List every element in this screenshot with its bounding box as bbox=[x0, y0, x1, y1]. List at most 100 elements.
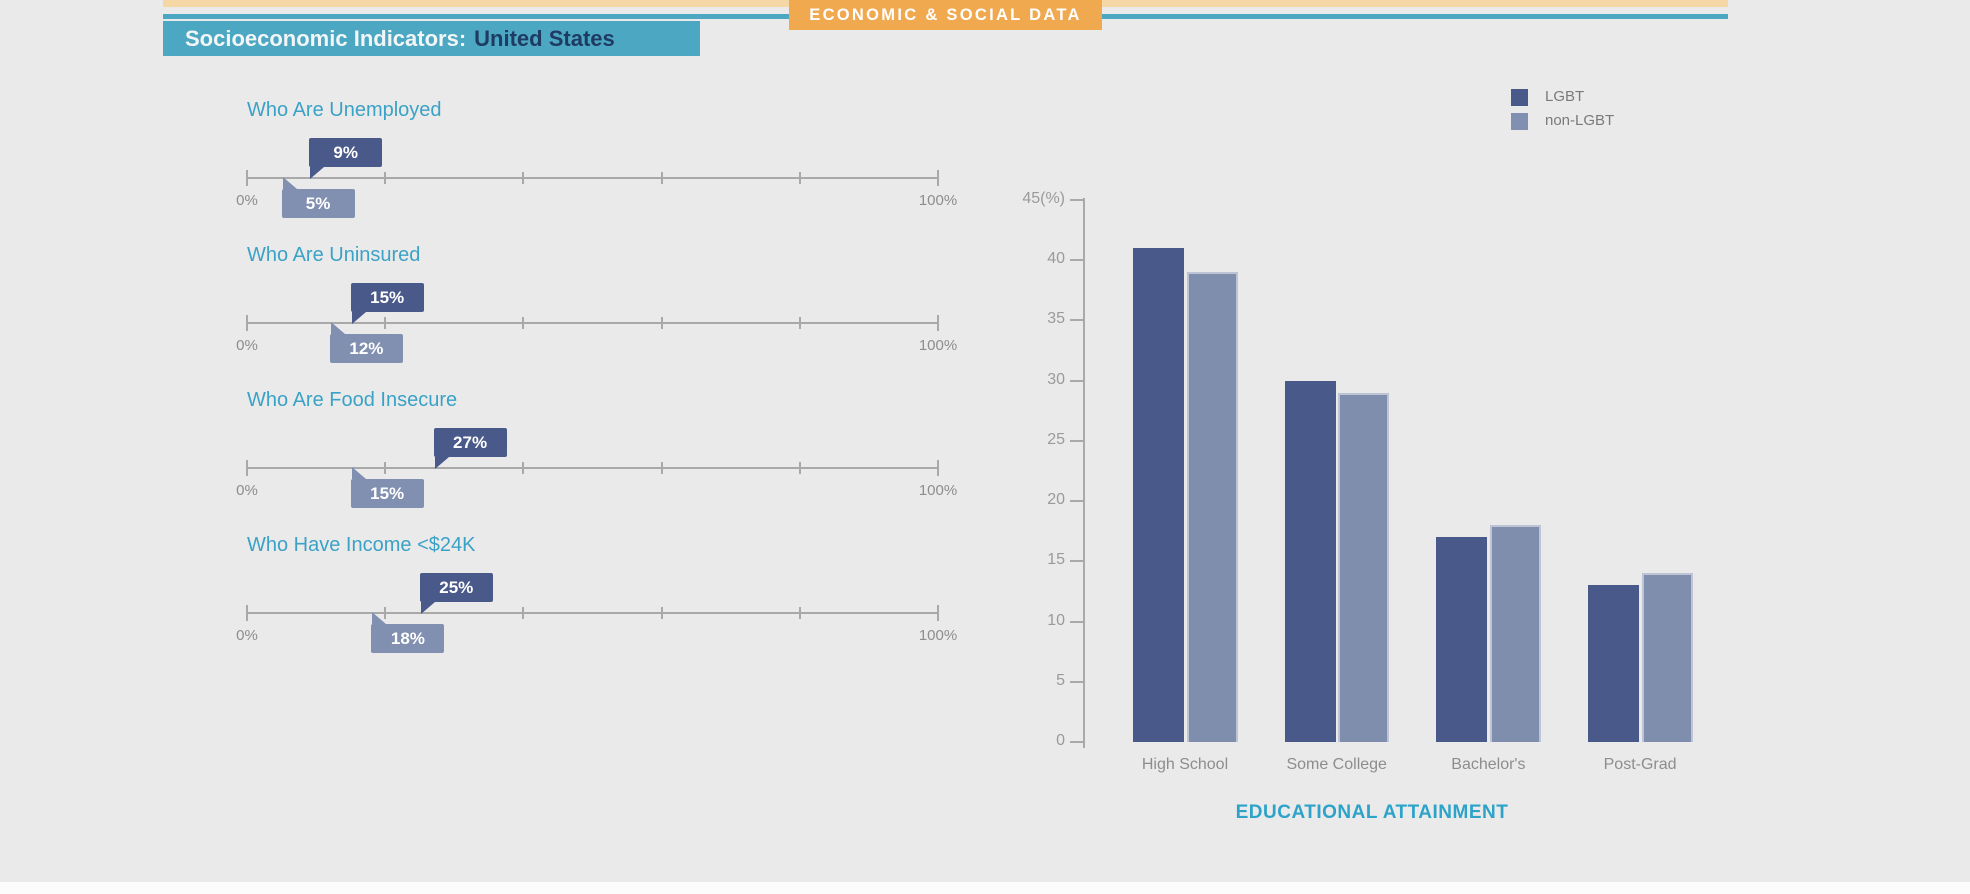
axis-max-label: 100% bbox=[918, 192, 958, 209]
bar-lgbt bbox=[1133, 247, 1184, 742]
slider-axis-tick bbox=[660, 607, 663, 619]
legend-label: non-LGBT bbox=[1545, 112, 1615, 129]
slider-axis-tick bbox=[522, 172, 525, 184]
non-lgbt-bubble-tail bbox=[330, 322, 345, 334]
x-axis-title: EDUCATIONAL ATTAINMENT bbox=[1235, 802, 1509, 823]
teal-divider-right bbox=[1102, 14, 1728, 19]
slider-axis-tick bbox=[660, 462, 663, 474]
axis-min-label: 0% bbox=[236, 192, 258, 209]
slider-axis-tick bbox=[798, 462, 801, 474]
y-axis-tick bbox=[1070, 259, 1083, 261]
slider-axis-tick bbox=[660, 172, 663, 184]
lgbt-bubble-value: 27% bbox=[453, 432, 488, 452]
lgbt-value-bubble[interactable]: 9% bbox=[309, 138, 383, 179]
bar-non-lgbt bbox=[1489, 525, 1541, 742]
slider-axis-tick bbox=[246, 170, 248, 186]
y-axis-tick-label: 35 bbox=[1047, 310, 1065, 328]
category-label: Bachelor's bbox=[1451, 756, 1526, 773]
slider-heading: Who Have Income <$24K bbox=[247, 534, 476, 556]
y-axis-tick-label: 45(%) bbox=[1022, 189, 1065, 207]
slider-axis-line bbox=[246, 322, 939, 324]
y-axis-tick bbox=[1070, 198, 1083, 201]
y-axis-tick-label: 10 bbox=[1047, 611, 1065, 629]
economic-social-data-tab[interactable]: ECONOMIC & SOCIAL DATA bbox=[789, 0, 1102, 30]
slider-heading: Who Are Uninsured bbox=[247, 244, 421, 266]
non-lgbt-bubble-tail bbox=[351, 467, 366, 479]
axis-min-label: 0% bbox=[236, 482, 258, 499]
non-lgbt-bubble-tail bbox=[372, 612, 387, 624]
legend-swatch bbox=[1511, 113, 1528, 130]
lgbt-value-bubble[interactable]: 25% bbox=[419, 573, 493, 614]
tab-label: ECONOMIC & SOCIAL DATA bbox=[809, 5, 1082, 24]
slider-axis-tick bbox=[246, 315, 248, 331]
y-axis-tick bbox=[1070, 680, 1083, 683]
y-axis-tick bbox=[1070, 439, 1083, 442]
lgbt-value-bubble[interactable]: 27% bbox=[433, 428, 507, 469]
y-axis-tick-label: 5 bbox=[1056, 671, 1065, 689]
legend-label: LGBT bbox=[1545, 88, 1585, 105]
y-axis-tick bbox=[1070, 560, 1083, 563]
y-axis-tick bbox=[1070, 500, 1083, 502]
title-region: United States bbox=[474, 25, 615, 51]
slider-axis-line bbox=[246, 467, 939, 469]
y-axis-tick-label: 0 bbox=[1056, 732, 1065, 749]
non-lgbt-bubble-tail bbox=[282, 177, 297, 189]
lgbt-bubble-tail bbox=[434, 457, 449, 469]
axis-min-label: 0% bbox=[236, 337, 258, 354]
category-label: Some College bbox=[1286, 756, 1387, 773]
slider-axis-tick bbox=[522, 317, 525, 329]
axis-max-label: 100% bbox=[918, 337, 958, 354]
slider-axis-line bbox=[246, 177, 939, 179]
slider-axis-tick bbox=[246, 460, 248, 476]
slider-axis-tick bbox=[798, 317, 801, 329]
slider-axis-tick bbox=[522, 607, 525, 619]
y-axis-tick bbox=[1070, 379, 1083, 382]
bar-non-lgbt bbox=[1641, 573, 1693, 742]
bar-lgbt bbox=[1588, 585, 1640, 742]
non-lgbt-bubble-value: 12% bbox=[349, 338, 384, 358]
bottom-strip bbox=[0, 882, 1970, 894]
slider-axis-tick bbox=[384, 462, 387, 474]
slider-axis-tick bbox=[384, 172, 387, 184]
non-lgbt-value-bubble[interactable]: 18% bbox=[371, 612, 445, 653]
title-prefix: Socioeconomic Indicators: bbox=[185, 25, 467, 51]
non-lgbt-value-bubble[interactable]: 15% bbox=[350, 467, 424, 508]
slider-heading: Who Are Unemployed bbox=[247, 99, 442, 121]
slider-heading: Who Are Food Insecure bbox=[247, 389, 458, 411]
category-label: High School bbox=[1141, 756, 1229, 773]
lgbt-bubble-tail bbox=[351, 312, 366, 324]
y-axis-tick-label: 25 bbox=[1047, 430, 1065, 448]
axis-min-label: 0% bbox=[236, 627, 258, 644]
title-bar: Socioeconomic Indicators: United States bbox=[163, 21, 700, 56]
y-axis-tick-label: 20 bbox=[1047, 491, 1065, 508]
non-lgbt-bubble-value: 5% bbox=[305, 193, 331, 213]
slider-axis-tick bbox=[522, 462, 525, 474]
axis-max-label: 100% bbox=[918, 627, 958, 644]
slider-axis-tick bbox=[937, 170, 939, 186]
slider-axis-tick bbox=[384, 317, 387, 329]
y-axis-tick bbox=[1070, 620, 1083, 623]
bar-non-lgbt bbox=[1338, 392, 1390, 742]
slider-axis-tick bbox=[798, 607, 801, 619]
bar-non-lgbt bbox=[1186, 272, 1238, 742]
teal-divider-left bbox=[163, 14, 789, 19]
slider-axis-tick bbox=[660, 317, 663, 329]
y-axis-tick bbox=[1070, 741, 1083, 743]
lgbt-bubble-value: 25% bbox=[439, 577, 474, 597]
bar-lgbt bbox=[1284, 380, 1336, 742]
axis-max-label: 100% bbox=[918, 482, 958, 499]
slider-axis-tick bbox=[937, 605, 939, 621]
non-lgbt-value-bubble[interactable]: 5% bbox=[281, 177, 355, 218]
lgbt-bubble-tail bbox=[310, 167, 325, 179]
non-lgbt-value-bubble[interactable]: 12% bbox=[329, 322, 403, 363]
lgbt-value-bubble[interactable]: 15% bbox=[350, 283, 424, 324]
slider-axis-tick bbox=[798, 172, 801, 184]
y-axis-tick-label: 15 bbox=[1047, 551, 1065, 569]
lgbt-bubble-value: 9% bbox=[333, 142, 358, 162]
lgbt-bubble-tail bbox=[420, 602, 435, 614]
category-label: Post-Grad bbox=[1603, 756, 1677, 773]
bar-lgbt bbox=[1436, 537, 1488, 742]
lgbt-bubble-value: 15% bbox=[370, 287, 405, 307]
y-axis-line bbox=[1083, 198, 1085, 748]
slider-axis-tick bbox=[246, 605, 248, 621]
